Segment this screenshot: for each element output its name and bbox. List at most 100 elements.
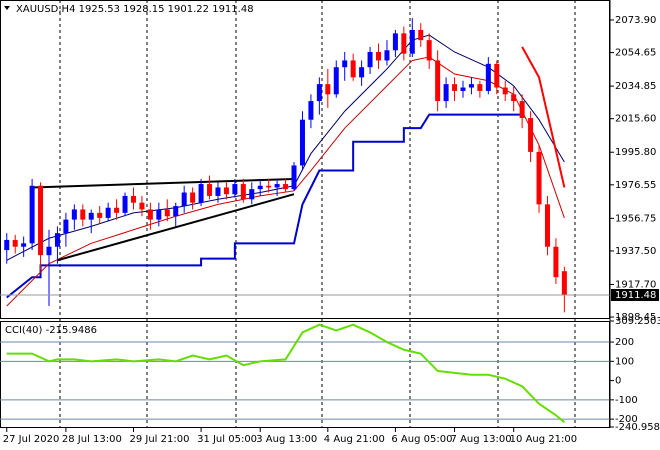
x-tick-label: 4 Aug 21:00 — [324, 434, 385, 445]
y-tick-label: 2034.85 — [615, 81, 656, 92]
x-tick-label: 6 Aug 05:00 — [391, 434, 452, 445]
y-tick-label: -100 — [615, 395, 638, 406]
candle-body — [97, 212, 103, 218]
indicator-title: CCI(40) -215.9486 — [5, 325, 97, 336]
candle-body — [4, 239, 10, 251]
candle-body — [460, 87, 466, 91]
candle-body — [553, 246, 559, 278]
x-tick-label: 27 Jul 2020 — [3, 434, 60, 445]
candle-body — [38, 185, 44, 256]
candle-body — [63, 219, 69, 234]
candle-body — [536, 151, 542, 205]
candle-body — [215, 187, 221, 196]
x-tick-label: 3 Aug 13:00 — [256, 434, 317, 445]
y-tick-label: 2054.65 — [615, 48, 656, 59]
last-price-label: 1911.48 — [615, 290, 656, 301]
cci-line — [6, 323, 566, 423]
candle-body — [350, 60, 356, 78]
candle-body — [342, 60, 348, 68]
y-tick-label: 2015.60 — [615, 114, 656, 125]
candle-body — [494, 63, 500, 88]
y-tick-label: 1956.75 — [615, 213, 656, 224]
candle-body — [207, 184, 213, 196]
chart-title: XAUUSD,H4 1925.53 1928.15 1901.22 1911.4… — [16, 4, 254, 15]
candle-body — [426, 40, 432, 61]
x-tick-label: 28 Jul 13:00 — [62, 434, 122, 445]
candle-body — [511, 94, 517, 102]
y-tick-label: 0 — [615, 376, 621, 387]
candle-body — [130, 195, 136, 203]
candle-body — [468, 84, 474, 88]
candle-body — [502, 87, 508, 95]
candle-body — [477, 84, 483, 91]
indicator-line — [6, 34, 565, 261]
candle-body — [223, 187, 229, 195]
y-tick-label: 1995.80 — [615, 147, 656, 158]
candle-body — [283, 184, 289, 190]
candle-body — [435, 60, 441, 102]
candle-body — [21, 243, 27, 247]
indicator-line — [32, 177, 295, 189]
period-separators — [59, 0, 576, 428]
candle-body — [173, 206, 179, 217]
candle-body — [401, 33, 407, 54]
candle-body — [528, 118, 534, 152]
candle-body — [257, 185, 263, 190]
candle-body — [181, 192, 187, 207]
candle-body — [54, 233, 60, 247]
candle-body — [249, 189, 255, 200]
y-tick-label: 1937.50 — [615, 246, 656, 257]
candle-body — [190, 192, 196, 203]
y-tick-label: 1898.45 — [615, 312, 656, 323]
candle-body — [114, 207, 120, 213]
candle-body — [12, 239, 18, 247]
x-tick-label: 10 Aug 21:00 — [510, 434, 577, 445]
candle-body — [240, 184, 246, 200]
candle-body — [71, 209, 77, 220]
candle-body — [80, 209, 86, 220]
y-tick-label: 1976.55 — [615, 180, 656, 191]
y-tick-label: 2073.90 — [615, 15, 656, 26]
x-tick-label: 31 Jul 05:00 — [197, 434, 257, 445]
candle-body — [418, 29, 424, 41]
candle-body — [452, 84, 458, 91]
y-tick-label: 1917.70 — [615, 279, 656, 290]
candle-body — [409, 29, 415, 54]
candle-body — [359, 67, 365, 78]
candle-body — [29, 185, 35, 244]
candle-body — [122, 195, 128, 213]
indicator-line — [6, 56, 565, 307]
menu-arrow — [4, 6, 10, 10]
y-tick-label: 309.2503 — [615, 316, 660, 327]
indicator-line — [57, 193, 295, 262]
candle-body — [198, 184, 204, 203]
candle-body — [376, 51, 382, 61]
candle-body — [485, 63, 491, 91]
y-tick-label: 100 — [615, 356, 634, 367]
candle-body — [325, 84, 331, 95]
candle-body — [147, 209, 153, 220]
candle-body — [316, 84, 322, 102]
candle-body — [308, 101, 314, 120]
candle-body — [443, 84, 449, 102]
candle-body — [333, 67, 339, 95]
y-tick-label: 200 — [615, 337, 634, 348]
candle-body — [156, 209, 162, 220]
candle-body — [88, 212, 94, 220]
x-tick-label: 29 Jul 21:00 — [129, 434, 189, 445]
candle-body — [46, 246, 52, 256]
candle-body — [384, 50, 390, 61]
candle-body — [561, 271, 567, 296]
last-price-box — [611, 289, 659, 302]
candle-body — [164, 209, 170, 217]
candle-body — [105, 207, 111, 218]
indicator-line — [521, 46, 566, 188]
candle-body — [232, 184, 238, 195]
candle-body — [139, 202, 145, 210]
candle-body — [291, 165, 297, 190]
candle-body — [519, 101, 525, 119]
x-tick-label: 7 Aug 13:00 — [451, 434, 512, 445]
